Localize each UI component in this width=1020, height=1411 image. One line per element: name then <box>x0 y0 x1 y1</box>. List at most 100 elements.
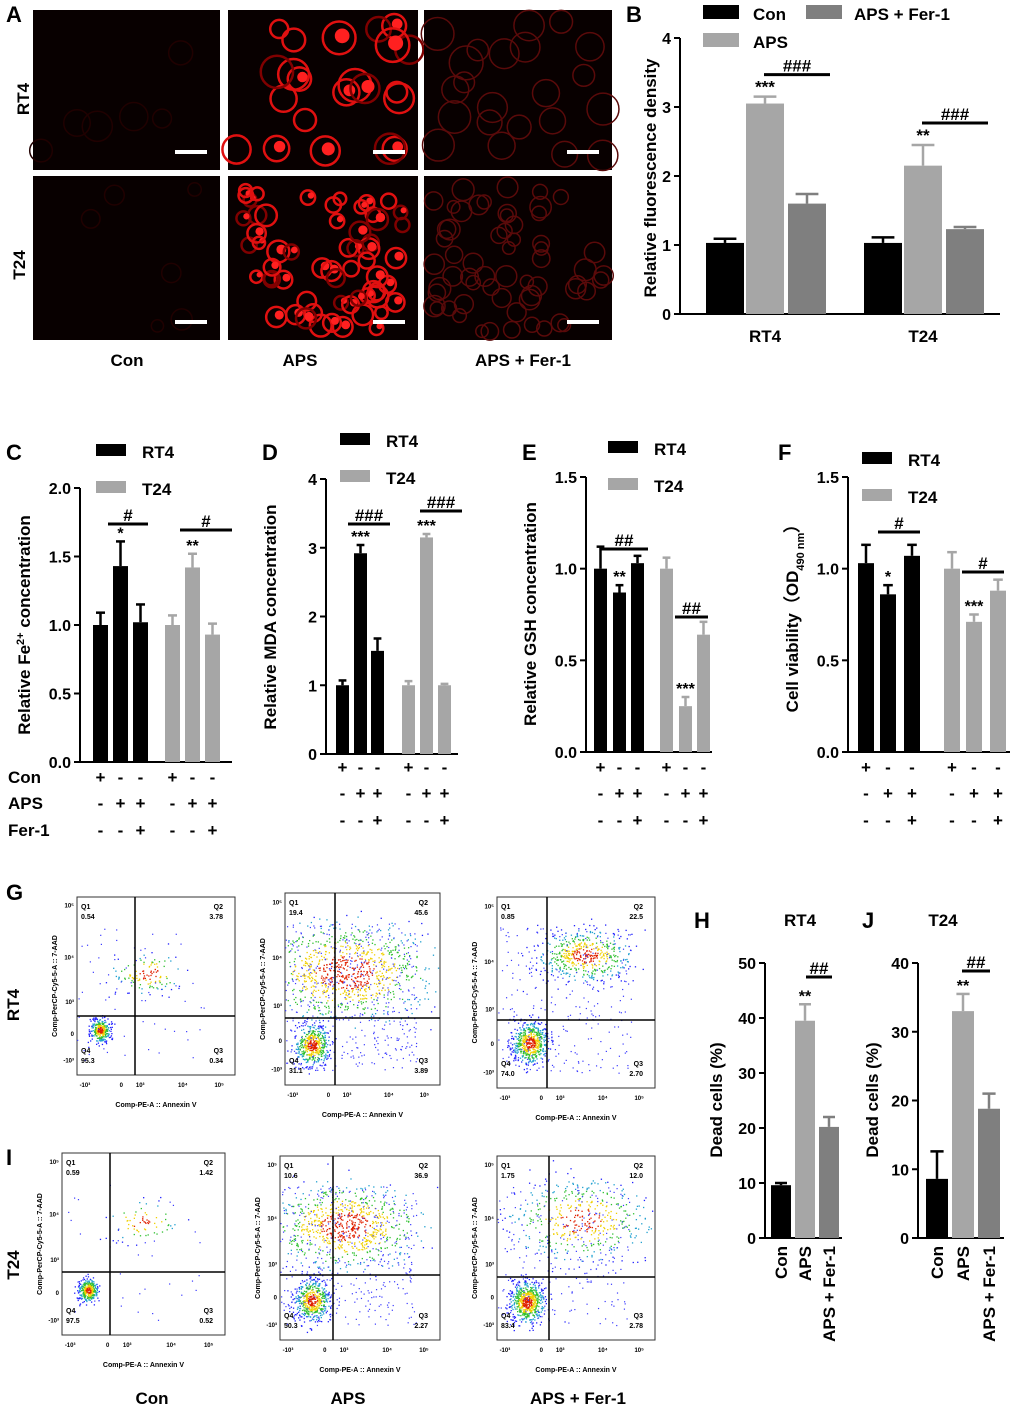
event-dot <box>316 1067 318 1069</box>
event-dot <box>396 1059 398 1061</box>
event-dot <box>526 1053 528 1055</box>
event-dot <box>586 946 589 948</box>
event-dot <box>301 1041 303 1043</box>
event-dot <box>590 959 592 961</box>
treatment-mark: - <box>863 811 869 830</box>
event-dot <box>365 991 367 993</box>
x-tick-label: 10³ <box>343 1092 352 1099</box>
event-dot <box>94 1300 96 1302</box>
event-dot <box>586 936 588 939</box>
event-dot <box>349 985 352 987</box>
event-dot <box>102 1031 105 1033</box>
event-dot <box>337 970 339 972</box>
plot-frame <box>279 1155 441 1341</box>
event-dot <box>565 953 567 955</box>
event-dot <box>379 993 381 995</box>
event-dot <box>325 982 327 985</box>
event-dot <box>376 971 378 973</box>
event-dot <box>80 1287 82 1289</box>
event-dot <box>318 1312 320 1314</box>
event-dot <box>108 1030 111 1032</box>
event-dot <box>322 993 324 995</box>
row-label: RT4 <box>14 82 33 115</box>
event-dot <box>348 976 350 978</box>
event-dot <box>537 1039 539 1041</box>
event-dot <box>315 1069 317 1072</box>
event-dot <box>174 1224 176 1226</box>
event-dot <box>325 1298 327 1300</box>
event-dot <box>309 953 312 956</box>
event-dot <box>527 1053 529 1056</box>
event-dot <box>373 1004 375 1006</box>
treatment-mark: - <box>635 758 641 777</box>
event-dot <box>118 977 120 979</box>
significance-label: *** <box>965 599 984 616</box>
cell <box>529 195 553 219</box>
event-dot <box>312 1034 314 1037</box>
y-tick-label: 1 <box>662 238 671 255</box>
event-dot <box>332 1025 334 1027</box>
event-dot <box>382 975 385 977</box>
event-dot <box>621 962 623 964</box>
event-dot <box>85 1291 87 1293</box>
event-dot <box>375 983 378 985</box>
event-dot <box>378 928 380 930</box>
y-axis-label: Comp-PerCP-Cy5-5-A :: 7-AAD <box>52 935 59 1037</box>
event-dot <box>83 1296 86 1298</box>
event-dot <box>601 946 603 948</box>
event-dot <box>516 1038 518 1040</box>
event-dot <box>328 1055 330 1057</box>
event-dot <box>540 1022 543 1024</box>
event-dot <box>306 1293 308 1295</box>
event-dot <box>114 1023 116 1025</box>
treatment-mark: - <box>995 758 1001 777</box>
event-dot <box>300 1064 302 1066</box>
event-dot <box>378 983 380 985</box>
event-dot <box>539 1044 542 1047</box>
event-dot <box>141 992 143 994</box>
event-dot <box>559 969 562 971</box>
event-dot <box>381 1028 384 1030</box>
event-dot <box>338 988 340 990</box>
event-dot <box>543 1053 546 1055</box>
event-dot <box>371 972 373 974</box>
event-dot <box>569 993 571 996</box>
event-dot <box>154 980 157 983</box>
event-dot <box>305 1284 307 1287</box>
event-dot <box>335 989 337 991</box>
event-dot <box>105 1021 107 1023</box>
event-dot <box>100 1032 102 1034</box>
event-dot <box>381 972 383 974</box>
event-dot <box>392 963 394 965</box>
event-dot <box>404 965 407 967</box>
event-dot <box>308 1032 310 1034</box>
event-dot <box>308 1066 311 1068</box>
event-dot <box>296 1290 298 1292</box>
event-dot <box>318 1047 320 1049</box>
event-dot <box>533 1022 536 1024</box>
event-dot <box>333 946 335 949</box>
event-dot <box>577 948 580 950</box>
event-dot <box>587 1038 590 1040</box>
event-dot <box>530 1037 533 1039</box>
event-dot <box>618 948 620 950</box>
event-dot <box>414 933 416 935</box>
event-dot <box>322 1049 324 1051</box>
event-dot <box>412 941 414 944</box>
event-dot <box>517 1059 520 1061</box>
column-label: APS <box>283 351 318 370</box>
event-dot <box>293 988 295 991</box>
bar <box>205 634 220 762</box>
event-dot <box>317 1287 319 1289</box>
event-dot <box>323 1055 325 1057</box>
event-dot <box>315 1040 317 1042</box>
event-dot <box>498 1039 500 1041</box>
event-dot <box>373 968 375 970</box>
event-dot <box>513 1011 515 1013</box>
event-dot <box>298 937 300 939</box>
event-dot <box>419 977 422 980</box>
event-dot <box>556 959 558 962</box>
event-dot <box>318 1052 320 1054</box>
event-dot <box>366 962 368 964</box>
event-dot <box>524 1022 526 1024</box>
